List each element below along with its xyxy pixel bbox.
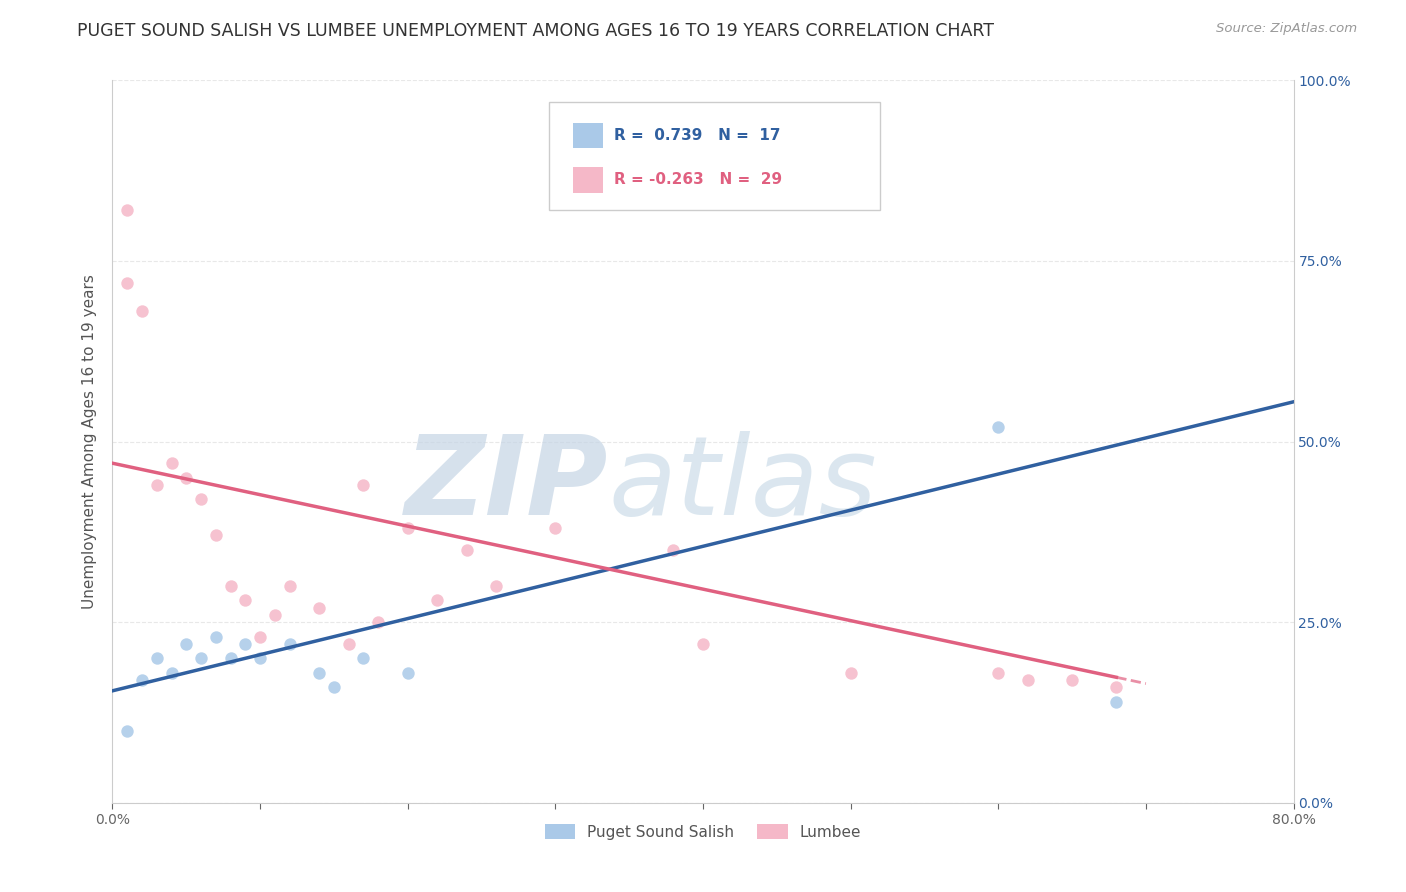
Text: R =  0.739   N =  17: R = 0.739 N = 17 [614, 128, 780, 143]
Text: R = -0.263   N =  29: R = -0.263 N = 29 [614, 172, 783, 187]
Legend: Puget Sound Salish, Lumbee: Puget Sound Salish, Lumbee [538, 818, 868, 846]
Point [117, 276, 138, 290]
Point [174, 470, 197, 484]
Point [190, 492, 212, 507]
Point [426, 593, 449, 607]
Point [308, 665, 330, 680]
Point [160, 665, 183, 680]
Text: atlas: atlas [609, 432, 877, 539]
Point [233, 593, 256, 607]
Point [352, 651, 374, 665]
Point [1105, 695, 1128, 709]
Point [337, 637, 360, 651]
Bar [574, 168, 603, 193]
Point [396, 521, 419, 535]
Point [117, 723, 138, 738]
Point [987, 665, 1010, 680]
Y-axis label: Unemployment Among Ages 16 to 19 years: Unemployment Among Ages 16 to 19 years [82, 274, 97, 609]
Text: ZIP: ZIP [405, 432, 609, 539]
Bar [574, 123, 603, 148]
Point [219, 651, 242, 665]
Point [1062, 673, 1084, 687]
Point [249, 651, 271, 665]
Point [662, 542, 685, 557]
Text: PUGET SOUND SALISH VS LUMBEE UNEMPLOYMENT AMONG AGES 16 TO 19 YEARS CORRELATION : PUGET SOUND SALISH VS LUMBEE UNEMPLOYMEN… [77, 22, 994, 40]
Point [1017, 673, 1039, 687]
Point [174, 637, 197, 651]
Point [190, 651, 212, 665]
Point [117, 203, 138, 218]
Point [544, 521, 567, 535]
Point [278, 579, 301, 593]
Point [205, 630, 228, 644]
Point [987, 420, 1010, 434]
Point [205, 528, 228, 542]
Point [131, 673, 153, 687]
Point [308, 600, 330, 615]
Point [278, 637, 301, 651]
Point [485, 579, 508, 593]
Point [396, 665, 419, 680]
Point [131, 304, 153, 318]
Point [367, 615, 389, 630]
Point [692, 637, 714, 651]
Point [160, 456, 183, 470]
Text: Source: ZipAtlas.com: Source: ZipAtlas.com [1216, 22, 1357, 36]
Point [352, 478, 374, 492]
Point [233, 637, 256, 651]
Point [249, 630, 271, 644]
Point [264, 607, 287, 622]
FancyBboxPatch shape [550, 102, 880, 211]
Point [323, 680, 346, 694]
Point [456, 542, 478, 557]
Point [146, 478, 169, 492]
Point [839, 665, 862, 680]
Point [146, 651, 169, 665]
Point [219, 579, 242, 593]
Point [1105, 680, 1128, 694]
